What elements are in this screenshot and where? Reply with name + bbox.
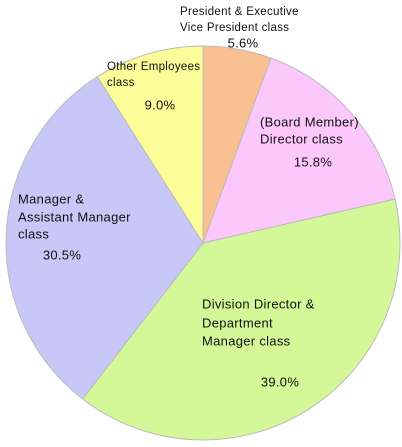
pie-slice xyxy=(81,198,401,441)
slice-label: Manager class xyxy=(202,333,291,348)
value-label: 39.0% xyxy=(261,374,300,389)
pie-slice xyxy=(5,76,204,400)
slice-label: Department xyxy=(202,315,273,330)
value-label: 15.8% xyxy=(294,154,333,169)
slice-label: Other Employees xyxy=(107,61,200,73)
pie-slice xyxy=(96,45,204,245)
slice-label: class xyxy=(107,77,135,89)
value-label: 5.6% xyxy=(228,35,259,50)
slice-label: class xyxy=(18,226,49,241)
pie-slice xyxy=(202,57,396,244)
slice-label: Manager & xyxy=(18,191,84,206)
slice-label: Director class xyxy=(260,131,343,146)
slice-label: Assistant Manager xyxy=(18,209,131,224)
slice-label: (Board Member) xyxy=(260,114,359,129)
value-label: 9.0% xyxy=(145,97,176,112)
slice-label: Vice President class xyxy=(180,22,289,34)
slice-label: Division Director & xyxy=(202,296,315,311)
slice-label: President & Executive xyxy=(180,6,299,18)
value-label: 30.5% xyxy=(43,247,82,262)
